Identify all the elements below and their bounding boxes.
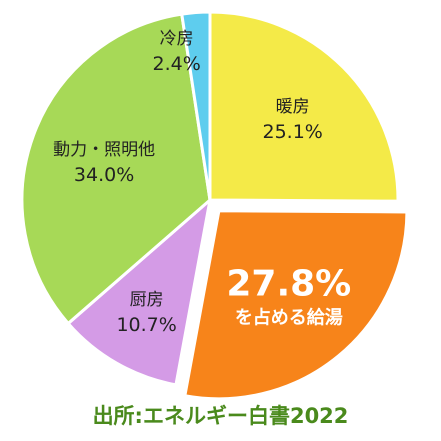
pie-slice-2 xyxy=(66,198,212,387)
slice-value-4: 2.4% xyxy=(153,53,201,75)
slice-label-0: 暖房 xyxy=(276,97,310,117)
pie-slice-3 xyxy=(20,12,212,325)
slice-value-0: 25.1% xyxy=(262,121,322,143)
slice-value-2: 10.7% xyxy=(116,314,176,336)
slice-value-3: 34.0% xyxy=(74,164,134,186)
slice-label-1: を占める給湯 xyxy=(235,307,343,329)
slice-label-3: 動力・照明他 xyxy=(53,140,155,160)
source-caption: 出所:エネルギー白書2022 xyxy=(92,404,349,428)
pie-slice-1 xyxy=(183,209,409,401)
pie-slice-0 xyxy=(208,10,400,203)
pie-slice-4 xyxy=(180,10,212,202)
slice-label-4: 冷房 xyxy=(160,29,194,49)
slice-label-2: 厨房 xyxy=(130,290,164,310)
slice-value-1: 27.8% xyxy=(226,264,351,305)
